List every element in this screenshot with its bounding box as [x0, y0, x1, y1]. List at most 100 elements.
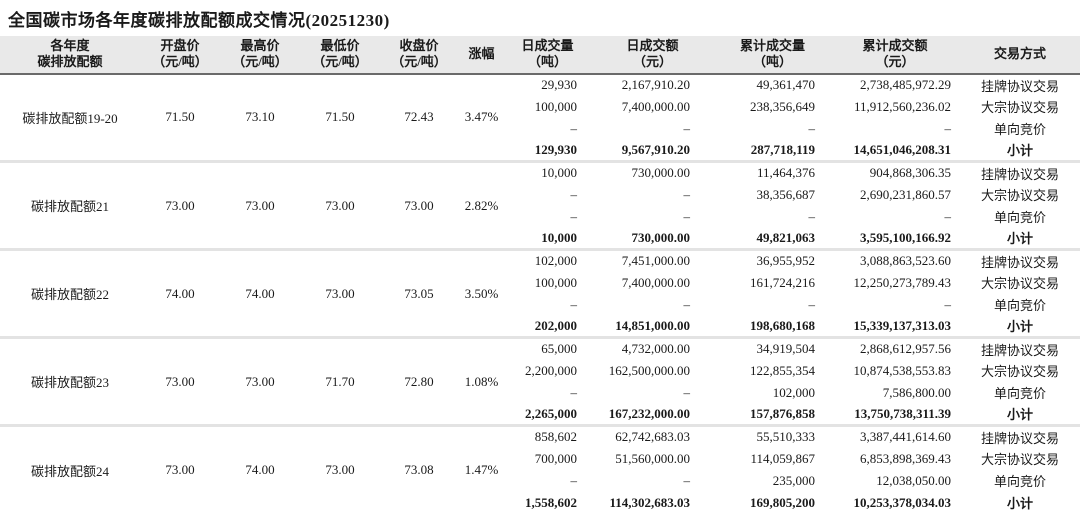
cell-daily-amount: 2,167,910.20: [621, 77, 690, 92]
cell-trade-method: 小计: [1006, 407, 1033, 423]
cell-high-price: 73.10: [245, 109, 275, 125]
header-line2: （元）: [632, 54, 672, 70]
cell-trade-method: 挂牌协议交易: [980, 342, 1059, 358]
cell-daily-amount: –: [683, 186, 691, 202]
cell-trade-method: 小计: [1006, 319, 1033, 335]
cell-cumulative-volume: 238,356,649: [750, 98, 815, 114]
cell-open-price: 73.00: [165, 462, 195, 478]
header-line1: 日成交额: [626, 38, 679, 53]
cell-trade-method: 挂牌协议交易: [980, 166, 1059, 182]
subtotal-row: 2,265,000 167,232,000.00 157,876,858 13,750…: [0, 404, 1080, 426]
cell-daily-amount: 7,451,000.00: [621, 253, 690, 269]
cell-cumulative-amount: 13,750,738,311.39: [854, 405, 951, 421]
table-row: – – 102,000 7,586,800.00 单向竞价: [0, 382, 1080, 404]
cell-trade-method: 单向竞价: [993, 122, 1046, 137]
cell-cumulative-amount: 11,912,560,236.02: [853, 98, 951, 114]
table-row: – – – – 单向竞价: [0, 118, 1080, 140]
header-line2: （吨）: [527, 54, 567, 70]
cell-daily-amount: 4,732,000.00: [621, 341, 690, 357]
cell-close-price: 73.05: [404, 285, 434, 301]
quota-group: 碳排放配额24 73.00 74.00 73.00 73.08 1.47% 858,602 6…: [0, 425, 1080, 514]
cell-cumulative-amount: 7,586,800.00: [882, 384, 951, 400]
header-line1: 最低价: [320, 38, 360, 53]
cell-trade-method: 挂牌协议交易: [980, 254, 1059, 270]
cell-cumulative-amount: –: [944, 296, 952, 312]
cell-trade-method: 大宗协议交易: [980, 100, 1059, 115]
quota-group: 碳排放配额19-20 71.50 73.10 71.50 72.43 3.47% 29,93…: [0, 74, 1080, 162]
cell-cumulative-amount: 3,088,863,523.60: [860, 253, 951, 269]
cell-daily-volume: 2,200,000: [525, 362, 577, 378]
cell-close-price: 73.08: [404, 462, 434, 478]
cell-open-price: 74.00: [165, 285, 195, 301]
cell-daily-volume: 100,000: [534, 98, 577, 114]
cell-trade-method: 挂牌协议交易: [980, 78, 1059, 94]
cell-daily-volume: 10,000: [541, 165, 577, 181]
header-line2: （元）: [875, 54, 915, 70]
cell-close-price: 73.00: [404, 197, 434, 213]
cell-daily-volume: 700,000: [534, 450, 577, 466]
cell-cumulative-volume: 36,955,952: [756, 253, 816, 269]
cell-change-percent: 3.50%: [464, 285, 499, 301]
table-row: 100,000 7,400,000.00 161,724,216 12,250,273…: [0, 272, 1080, 294]
cell-daily-amount: 167,232,000.00: [608, 405, 690, 421]
header-line2: （元/吨）: [391, 54, 447, 70]
table-row: 碳排放配额19-20 71.50 73.10 71.50 72.43 3.47% 29,93…: [0, 74, 1080, 126]
cell-cumulative-volume: 49,821,063: [756, 229, 816, 245]
cell-daily-amount: 62,742,683.03: [615, 429, 690, 445]
cell-daily-volume: 202,000: [534, 317, 577, 333]
table-row: 碳排放配额22 74.00 74.00 73.00 73.05 3.50% 102,000 7…: [0, 250, 1080, 302]
cell-trade-method: 单向竞价: [993, 298, 1046, 313]
cell-daily-amount: 7,400,000.00: [621, 274, 690, 290]
header-line1: 累计成交量: [739, 38, 805, 53]
cell-cumulative-volume: 169,805,200: [750, 494, 815, 510]
cell-quota-name: 碳排放配额21: [30, 199, 109, 214]
table-header: 各年度 碳排放配额 开盘价 （元/吨） 最高价 （元/吨） 最低价 （元/吨） 收盘价（…: [0, 36, 1080, 75]
cell-cumulative-volume: –: [808, 296, 816, 312]
cell-cumulative-volume: 55,510,333: [756, 429, 816, 445]
header-line1: 日成交量: [521, 38, 574, 53]
header-line1: 涨幅: [468, 46, 495, 62]
table-row: 碳排放配额23 73.00 73.00 71.70 72.80 1.08% 65,000 4,…: [0, 338, 1080, 390]
cell-cumulative-volume: –: [808, 120, 816, 136]
header-line1: 最高价: [240, 38, 280, 53]
cell-cumulative-amount: –: [944, 208, 952, 224]
cell-cumulative-amount: 3,387,441,614.60: [860, 429, 951, 445]
cell-high-price: 73.00: [245, 373, 275, 389]
cell-quota-name: 碳排放配额19-20: [22, 110, 118, 126]
cell-trade-method: 大宗协议交易: [980, 188, 1059, 203]
cell-cumulative-amount: 12,038,050.00: [876, 472, 951, 488]
cell-change-percent: 3.47%: [464, 109, 499, 125]
cell-cumulative-amount: 10,874,538,553.83: [853, 362, 952, 378]
col-header-trade-method: 交易方式: [960, 36, 1080, 75]
cell-cumulative-amount: 2,868,612,957.56: [860, 341, 951, 357]
header-line1: 开盘价: [160, 38, 200, 53]
col-header-open-price: 开盘价 （元/吨）: [140, 36, 220, 75]
cell-daily-amount: 14,851,000.00: [615, 317, 690, 333]
cell-daily-volume: –: [570, 472, 578, 488]
cell-cumulative-volume: 235,000: [772, 472, 815, 488]
cell-low-price: 71.50: [325, 109, 355, 125]
cell-close-price: 72.43: [404, 109, 434, 125]
cell-daily-volume: 102,000: [534, 253, 577, 269]
cell-trade-method: 小计: [1006, 143, 1033, 159]
cell-daily-volume: –: [570, 208, 578, 224]
page-title: 全国碳市场各年度碳排放配额成交情况(20251230): [8, 11, 390, 30]
cell-daily-volume: 2,265,000: [525, 405, 577, 421]
cell-cumulative-volume: 157,876,858: [750, 405, 815, 421]
cell-daily-volume: –: [570, 296, 578, 312]
cell-trade-method: 小计: [1006, 231, 1033, 247]
quota-group: 碳排放配额23 73.00 73.00 71.70 72.80 1.08% 65,000 4,…: [0, 337, 1080, 426]
cell-daily-volume: 129,930: [534, 141, 577, 157]
cell-trade-method: 单向竞价: [993, 474, 1046, 489]
table-row: 碳排放配额21 73.00 73.00 73.00 73.00 2.82% 10,000 73…: [0, 162, 1080, 214]
cell-daily-amount: –: [683, 384, 691, 400]
cell-daily-amount: 51,560,000.00: [615, 450, 690, 466]
cell-daily-amount: 7,400,000.00: [621, 98, 690, 114]
table-row: 2,200,000 162,500,000.00 122,855,354 10,874…: [0, 360, 1080, 382]
cell-quota-name: 碳排放配额22: [30, 287, 109, 302]
subtotal-row: 129,930 9,567,910.20 287,718,119 14,651,046…: [0, 140, 1080, 162]
header-line1: 各年度: [50, 38, 90, 53]
cell-cumulative-volume: 34,919,504: [756, 341, 816, 357]
cell-open-price: 71.50: [165, 109, 195, 125]
